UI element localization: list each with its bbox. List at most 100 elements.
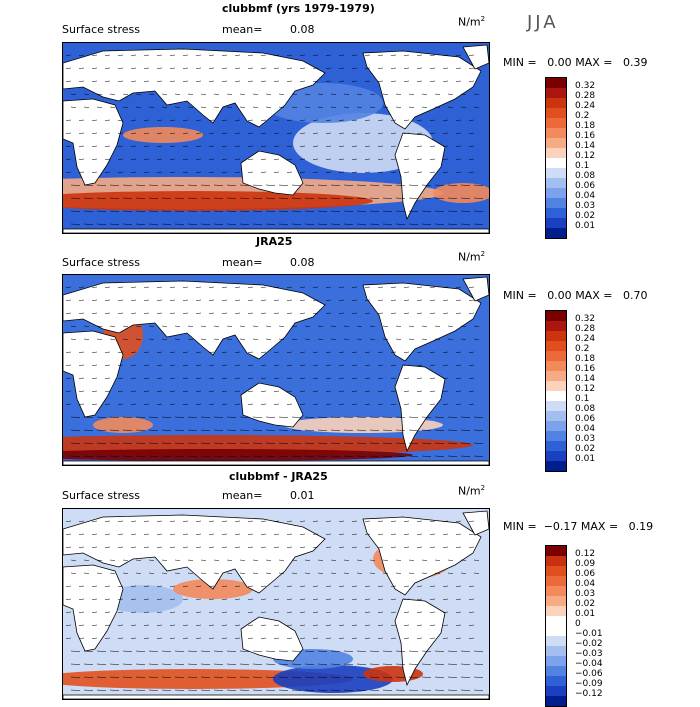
- stress-vector: [408, 455, 419, 457]
- stress-vector: [83, 223, 94, 225]
- stress-vector: [239, 650, 250, 652]
- colorbar-tick-label: 0.06: [575, 569, 596, 579]
- stress-vector: [96, 197, 107, 199]
- stress-vector: [265, 223, 276, 225]
- stress-vector: [195, 520, 202, 522]
- stress-vector: [195, 377, 202, 379]
- stress-vector: [104, 377, 111, 379]
- stress-vector: [208, 54, 215, 56]
- stress-vector: [148, 650, 159, 652]
- stress-vector: [473, 197, 484, 199]
- stress-vector: [252, 184, 263, 186]
- stress-vector: [83, 338, 90, 340]
- stress-vector: [330, 325, 337, 327]
- stress-vector: [104, 158, 111, 160]
- stress-vector: [434, 184, 445, 186]
- stress-vector: [265, 559, 272, 561]
- stress-vector: [117, 377, 124, 379]
- stress-vector: [390, 390, 397, 392]
- stress-vector: [390, 533, 397, 535]
- stress-vector: [286, 54, 293, 56]
- stress-vector: [156, 377, 163, 379]
- stress-vector: [156, 364, 163, 366]
- colorbar-swatch: [546, 118, 566, 128]
- stress-vector: [299, 80, 306, 82]
- stress-vector: [473, 455, 484, 457]
- stress-vector: [455, 390, 462, 392]
- stress-vector: [78, 351, 85, 353]
- stress-vector: [247, 80, 254, 82]
- stress-vector: [395, 338, 402, 340]
- stress-vector: [473, 93, 480, 95]
- stress-vector: [187, 223, 198, 225]
- stress-contour: [103, 585, 183, 613]
- stress-vector: [468, 132, 475, 134]
- stress-vector: [195, 158, 202, 160]
- stress-vector: [148, 338, 155, 340]
- stress-vector: [239, 663, 250, 665]
- stress-vector: [416, 364, 423, 366]
- stress-vector: [78, 585, 85, 587]
- stress-vector: [130, 286, 137, 288]
- stress-contour: [273, 665, 393, 693]
- stress-vector: [330, 455, 341, 457]
- stress-vector: [390, 364, 397, 366]
- stress-vector: [330, 93, 337, 95]
- colorbar-swatch: [546, 98, 566, 108]
- stress-vector: [174, 442, 185, 444]
- stress-vector: [364, 390, 371, 392]
- stress-vector: [122, 455, 133, 457]
- stress-vector: [156, 611, 163, 613]
- stress-vector: [377, 351, 384, 353]
- panel-title: clubbmf (yrs 1979-1979): [222, 2, 375, 15]
- stress-vector: [252, 429, 263, 431]
- stress-vector: [356, 223, 367, 225]
- stress-vector: [442, 67, 449, 69]
- stress-vector: [317, 106, 324, 108]
- stress-vector: [408, 325, 415, 327]
- stress-vector: [364, 520, 371, 522]
- stress-vector: [169, 533, 176, 535]
- stress-vector: [169, 364, 176, 366]
- stress-vector: [416, 520, 423, 522]
- stress-vector: [364, 598, 371, 600]
- stress-vector: [455, 351, 462, 353]
- stress-vector: [304, 223, 315, 225]
- stress-vector: [156, 390, 163, 392]
- stress-vector: [286, 351, 293, 353]
- stress-vector: [473, 325, 480, 327]
- stress-vector: [299, 520, 306, 522]
- stress-vector: [70, 325, 77, 327]
- stress-vector: [104, 637, 111, 639]
- stress-vector: [226, 416, 237, 418]
- stress-vector: [382, 572, 389, 574]
- stress-vector: [403, 119, 410, 121]
- stress-vector: [473, 106, 480, 108]
- stress-vector: [278, 442, 289, 444]
- stress-vector: [343, 325, 350, 327]
- stress-vector: [174, 325, 181, 327]
- stress-vector: [468, 145, 475, 147]
- stress-vector: [182, 171, 189, 173]
- stress-vector: [148, 559, 155, 561]
- stress-vector: [65, 119, 72, 121]
- stress-vector: [338, 637, 345, 639]
- stress-vector: [130, 611, 137, 613]
- stress-vector: [447, 184, 458, 186]
- stress-vector: [234, 390, 241, 392]
- stress-vector: [247, 158, 254, 160]
- stress-vector: [351, 158, 358, 160]
- colorbar-tick-label: 0.03: [575, 434, 596, 444]
- stress-vector: [473, 442, 484, 444]
- stress-vector: [213, 197, 224, 199]
- stress-vector: [273, 546, 280, 548]
- colorbar-swatch: [546, 198, 566, 208]
- stress-vector: [460, 442, 471, 444]
- stress-vector: [252, 442, 263, 444]
- stress-vector: [468, 377, 475, 379]
- colorbar-swatch: [546, 666, 566, 676]
- stress-vector: [317, 676, 328, 678]
- stress-vector: [286, 585, 293, 587]
- stress-vector: [234, 286, 241, 288]
- stress-vector: [442, 286, 449, 288]
